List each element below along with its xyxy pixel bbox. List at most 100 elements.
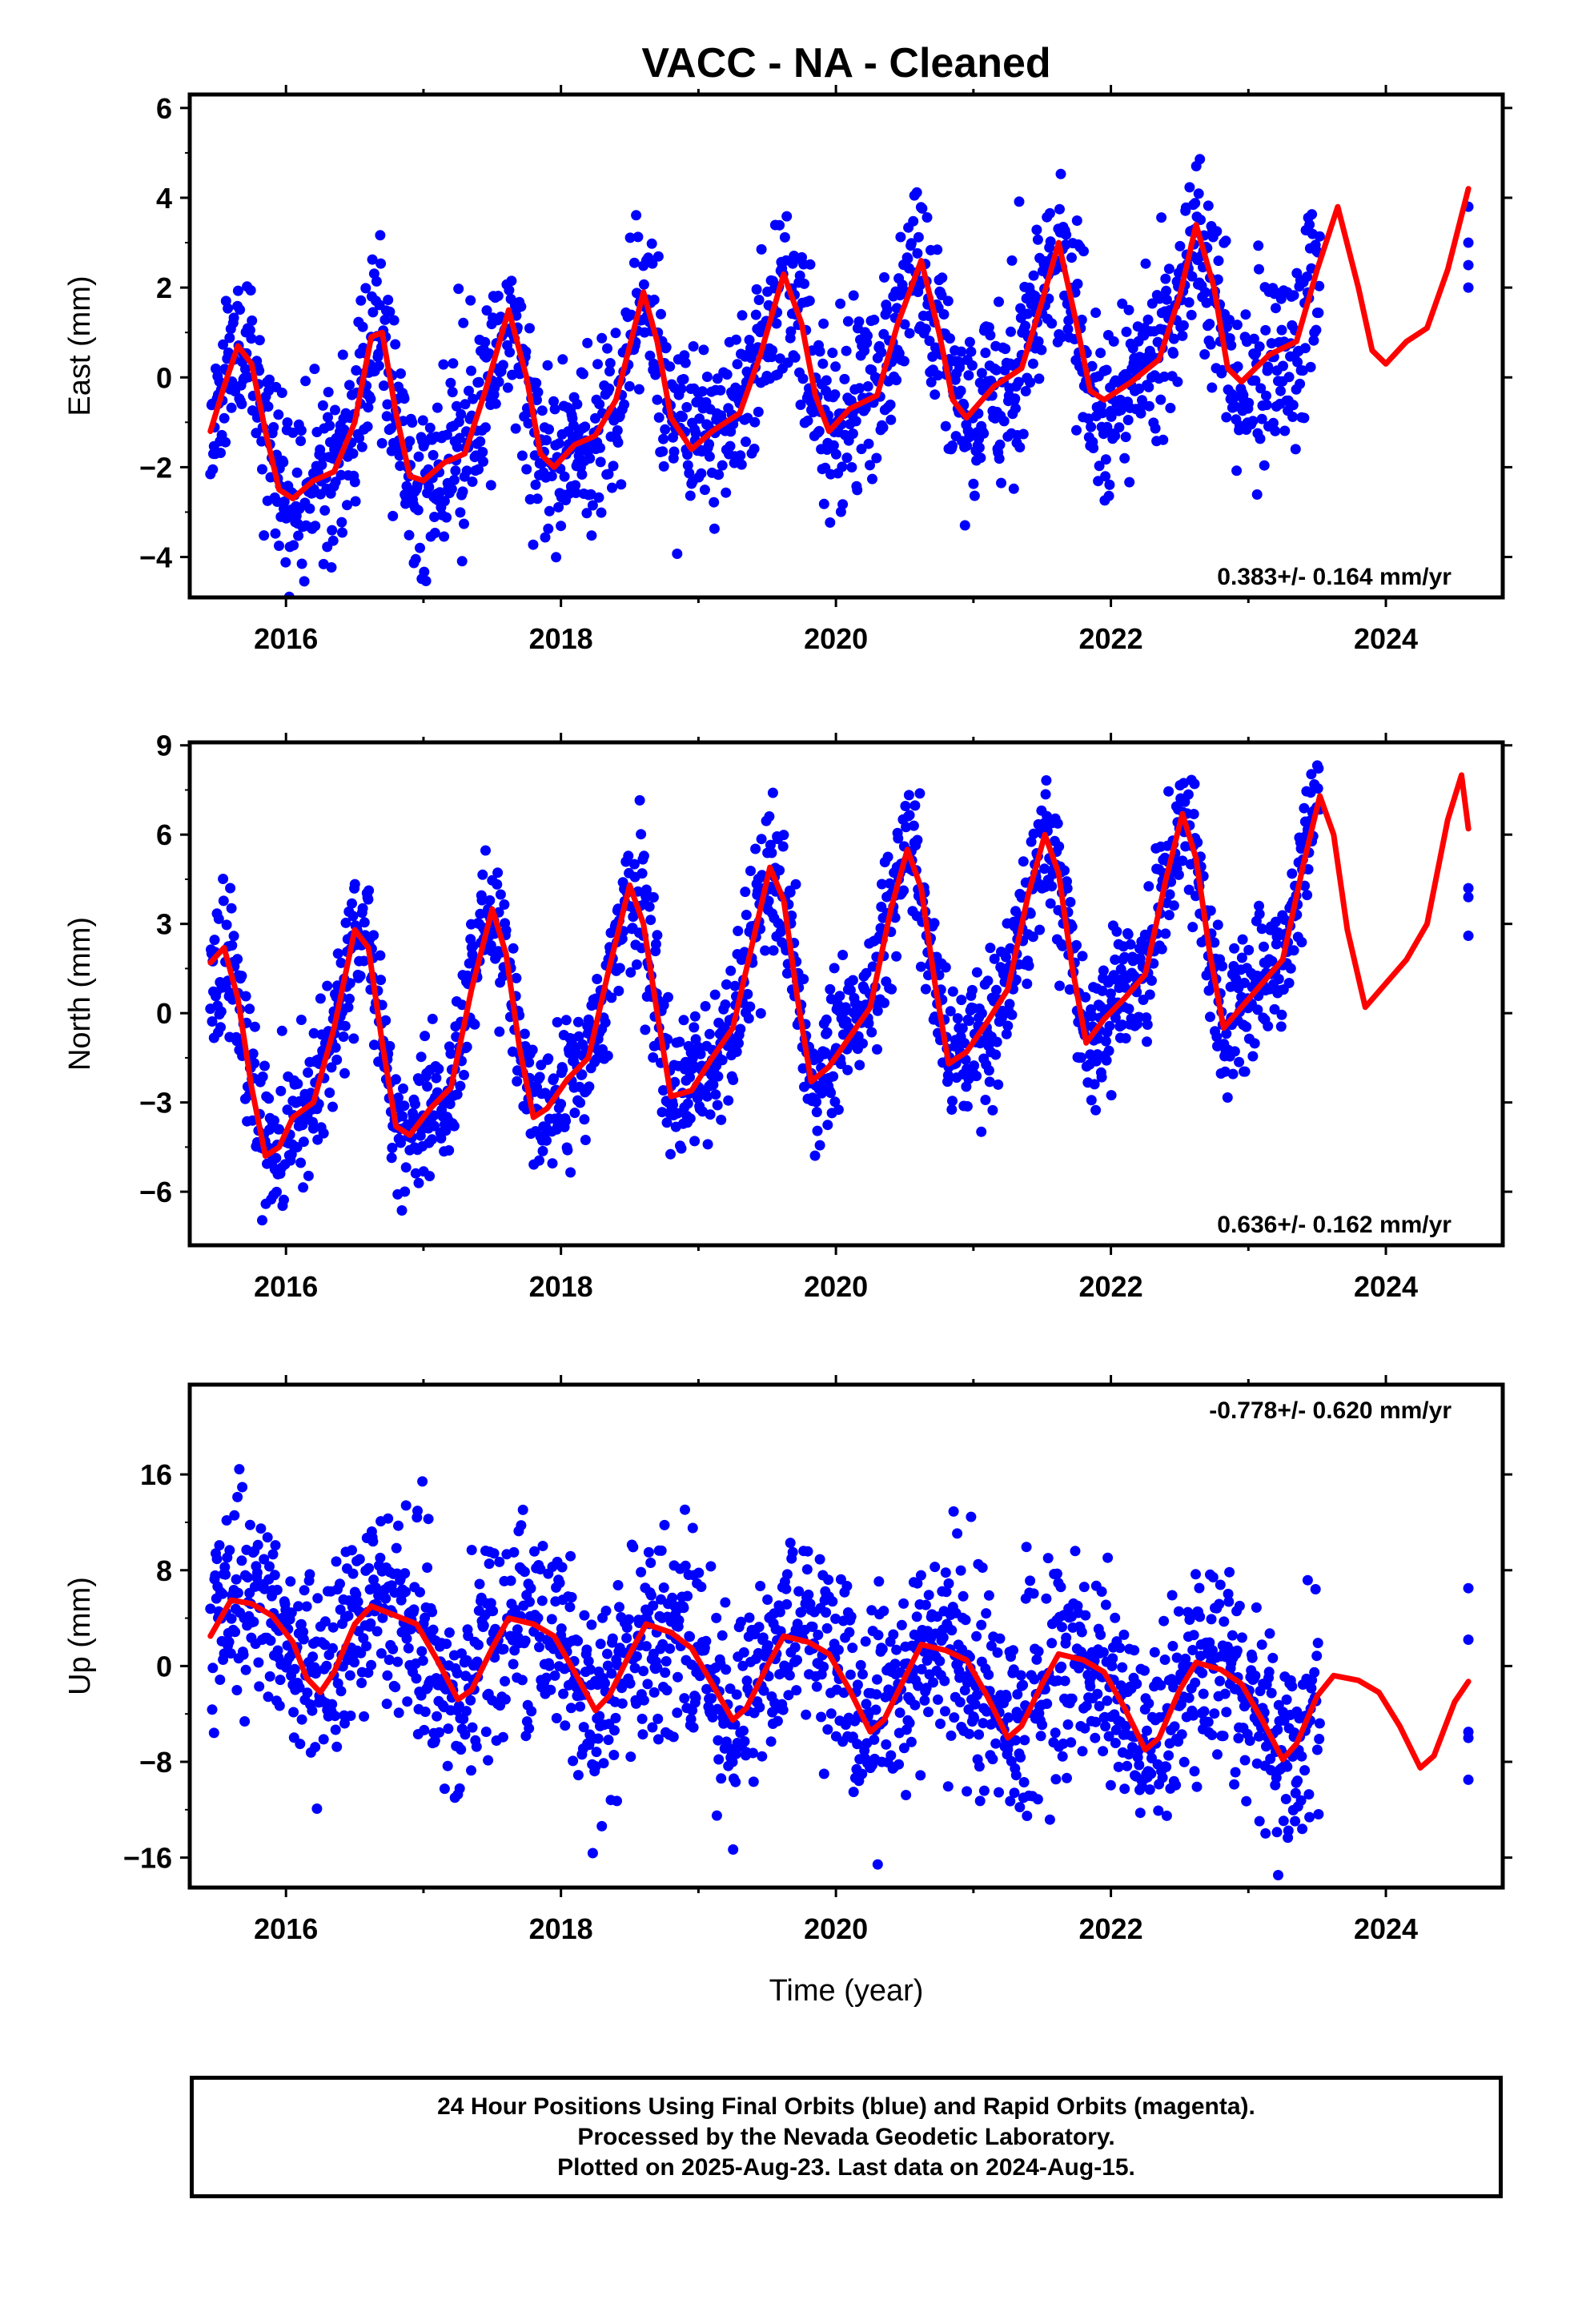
north-point	[420, 1031, 431, 1042]
up-point	[1134, 1759, 1145, 1771]
east-point	[672, 549, 683, 559]
up-point	[417, 1655, 428, 1667]
east-point	[940, 420, 951, 432]
up-point	[420, 1707, 431, 1717]
north-point	[573, 1031, 584, 1042]
north-point	[985, 943, 996, 954]
up-point	[534, 1642, 544, 1653]
north-point	[228, 931, 239, 942]
north-point	[1106, 1090, 1117, 1101]
east-point	[837, 461, 848, 472]
up-point	[319, 1616, 331, 1627]
east-point	[863, 438, 874, 449]
north-point	[534, 1155, 544, 1166]
up-point	[970, 1699, 981, 1710]
east-point	[280, 557, 291, 568]
east-point	[818, 318, 829, 329]
north-point	[339, 1068, 350, 1079]
east-point	[379, 314, 391, 325]
north-point	[636, 868, 648, 879]
east-point	[407, 417, 418, 428]
east-point	[898, 356, 909, 367]
east-point	[1006, 326, 1016, 337]
east-point	[817, 358, 829, 369]
up-point	[1033, 1646, 1044, 1657]
east-point	[1177, 330, 1188, 341]
up-point	[1105, 1779, 1116, 1791]
up-point	[713, 1754, 725, 1765]
east-point	[682, 460, 693, 471]
north-point	[884, 878, 895, 889]
north-point	[207, 1016, 218, 1027]
up-point	[1058, 1738, 1069, 1749]
east-point	[905, 238, 917, 249]
north-point	[723, 1095, 734, 1106]
north-point	[322, 980, 333, 991]
east-point	[524, 323, 535, 334]
up-point	[896, 1619, 907, 1630]
up-point	[230, 1626, 241, 1638]
up-points	[205, 1464, 1474, 1880]
east-point	[1137, 395, 1147, 406]
north-point	[308, 1027, 319, 1039]
north-point	[634, 794, 645, 806]
east-point	[797, 373, 809, 384]
north-point	[519, 1028, 530, 1039]
up-point	[412, 1506, 423, 1517]
up-point	[690, 1692, 701, 1703]
east-point	[481, 305, 492, 316]
north-point	[688, 1060, 699, 1072]
up-point	[391, 1542, 402, 1554]
east-point	[1088, 443, 1099, 453]
east-point	[725, 440, 736, 452]
up-point	[994, 1633, 1006, 1644]
north-point	[469, 1019, 480, 1030]
east-point	[404, 436, 416, 447]
east-point	[459, 518, 469, 529]
north-point	[1097, 985, 1108, 996]
north-point	[1263, 1020, 1274, 1031]
north-point	[575, 1097, 586, 1108]
up-point	[898, 1743, 909, 1754]
north-point	[947, 1096, 958, 1107]
east-point	[357, 321, 368, 332]
north-point	[766, 847, 777, 858]
east-point	[354, 432, 365, 444]
up-point	[772, 1715, 783, 1727]
east-frame	[187, 92, 1505, 600]
up-point	[1168, 1682, 1179, 1693]
up-point	[1005, 1795, 1016, 1807]
east-point	[291, 467, 303, 478]
up-point	[1051, 1568, 1062, 1579]
north-ytick-label: 9	[156, 730, 172, 762]
up-point	[304, 1569, 315, 1580]
east-point	[1243, 397, 1255, 408]
north-point	[658, 999, 669, 1011]
north-point	[240, 991, 251, 1002]
up-point	[423, 1514, 434, 1525]
east-point	[685, 490, 696, 501]
north-point	[1312, 783, 1323, 794]
east-point	[1287, 412, 1299, 422]
east-point	[921, 212, 933, 223]
north-point	[232, 954, 243, 965]
up-point	[757, 1632, 769, 1643]
north-point	[745, 1001, 756, 1012]
north-point	[678, 1015, 689, 1026]
up-point	[744, 1612, 755, 1623]
east-point	[804, 296, 815, 307]
up-point	[1134, 1807, 1146, 1819]
east-point	[576, 469, 588, 480]
north-point	[560, 1015, 572, 1026]
north-point	[330, 1042, 341, 1053]
north-point	[898, 885, 909, 896]
north-point	[332, 948, 343, 959]
east-point	[375, 230, 386, 241]
north-point	[410, 1099, 420, 1110]
north-point	[431, 1072, 442, 1084]
up-point	[938, 1632, 949, 1643]
up-point	[368, 1574, 379, 1586]
east-point	[480, 422, 491, 433]
east-point	[356, 441, 367, 452]
up-point	[793, 1586, 805, 1597]
